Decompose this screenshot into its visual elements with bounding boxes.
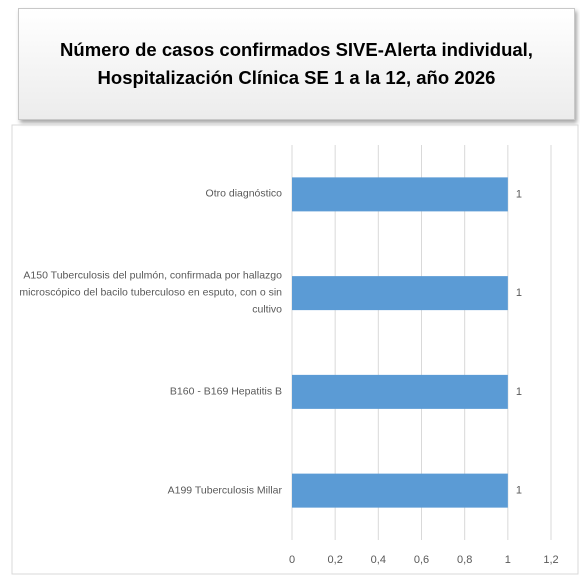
data-label: 1 — [516, 188, 522, 200]
data-label: 1 — [516, 287, 522, 299]
bar — [292, 276, 508, 311]
bar — [292, 374, 508, 409]
y-tick-label: A199 Tuberculosis Millar — [167, 484, 282, 497]
data-label: 1 — [516, 386, 522, 398]
y-tick-label: B160 - B169 Hepatitis B — [169, 385, 282, 398]
x-tick-label: 0,6 — [414, 554, 429, 566]
x-tick-label: 1,2 — [543, 554, 558, 566]
y-tick-label: A150 Tuberculosis del pulmón, confirmada… — [19, 269, 282, 316]
chart-frame — [11, 124, 579, 575]
chart-title: Número de casos confirmados SIVE-Alerta … — [60, 39, 533, 88]
x-tick-label: 0,2 — [328, 554, 343, 566]
x-tick-label: 1 — [505, 554, 511, 566]
x-tick-label: 0,4 — [371, 554, 386, 566]
x-tick-label: 0,8 — [457, 554, 472, 566]
x-tick-label: 0 — [289, 554, 295, 566]
data-label: 1 — [516, 485, 522, 497]
y-tick-label: Otro diagnóstico — [205, 187, 282, 200]
bar — [292, 473, 508, 508]
title-box: Número de casos confirmados SIVE-Alerta … — [18, 8, 575, 120]
bar — [292, 177, 508, 212]
